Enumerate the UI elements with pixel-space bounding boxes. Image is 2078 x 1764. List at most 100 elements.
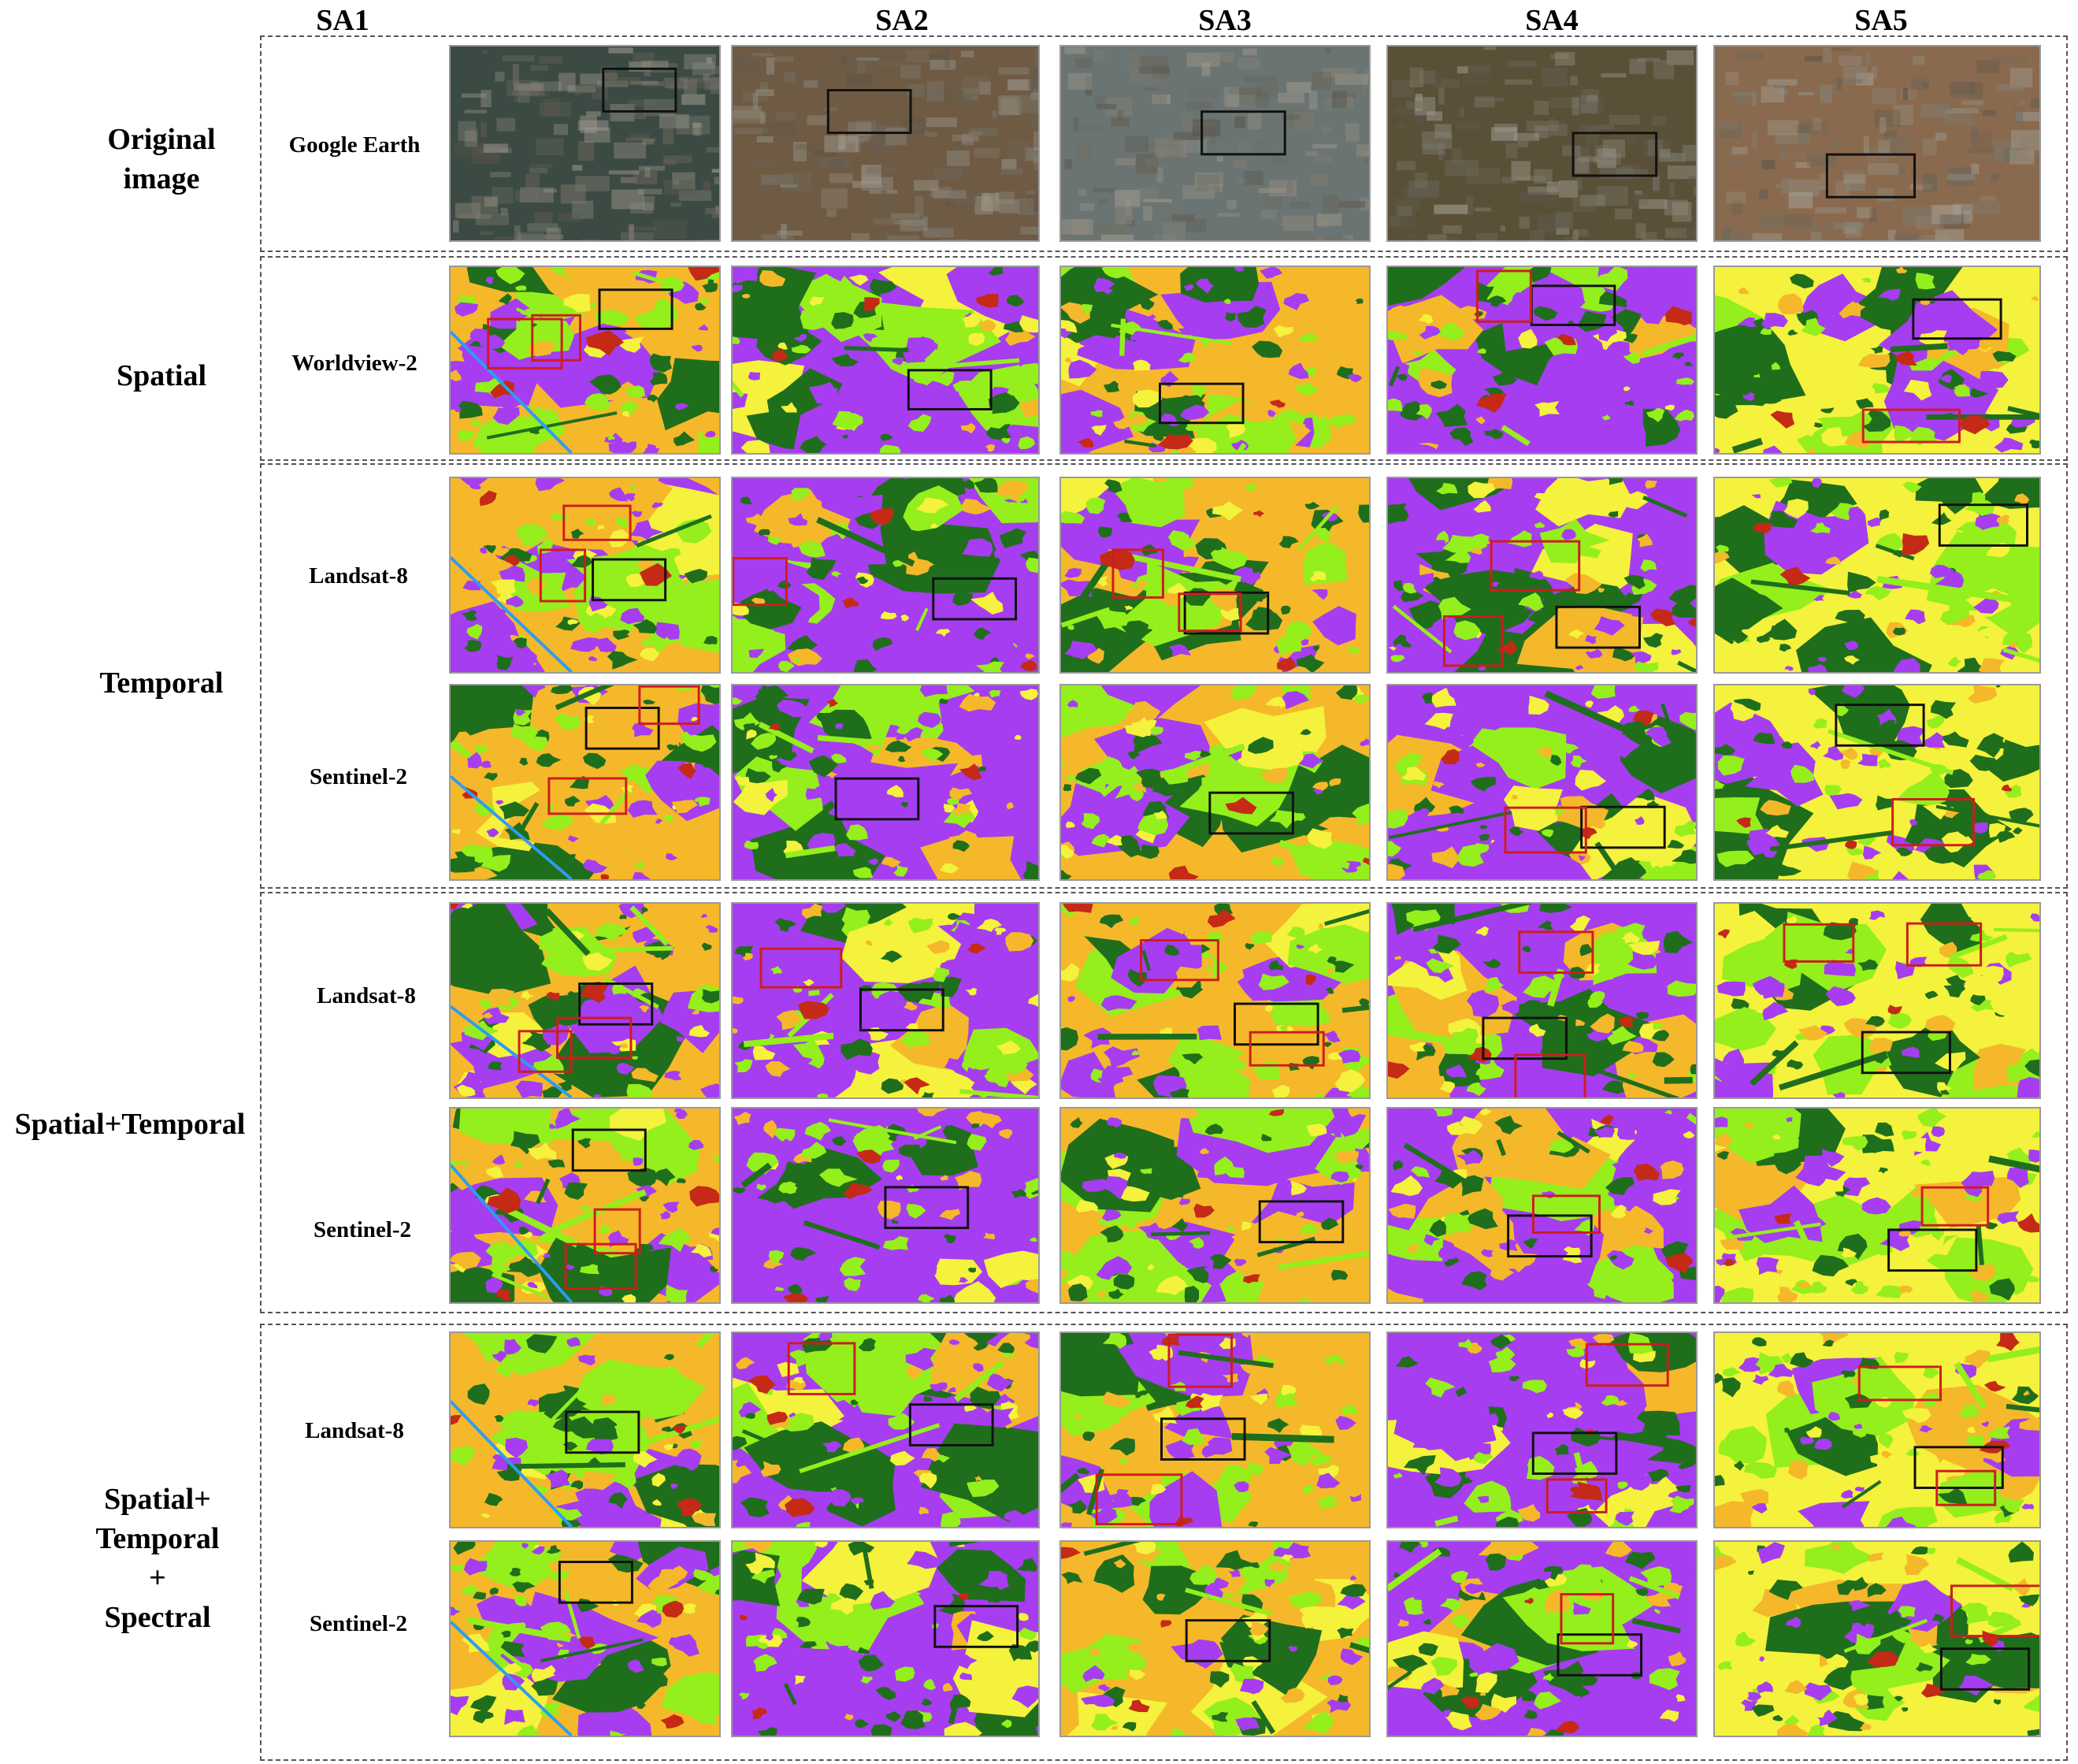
landcover-fragment	[545, 1608, 566, 1620]
field-parcel	[1434, 204, 1468, 214]
landcover-fragment	[1646, 1590, 1672, 1607]
landcover-fragment	[1185, 422, 1197, 431]
landcover-fragment	[496, 655, 514, 670]
field-parcel	[1949, 94, 1971, 98]
landcover-fragment	[676, 1035, 686, 1042]
field-parcel	[1434, 124, 1452, 139]
builtup-patch	[662, 1600, 685, 1618]
landcover-patch	[1764, 1601, 1910, 1672]
landcover-fragment	[1449, 427, 1474, 446]
builtup-patch	[1305, 975, 1317, 986]
field-parcel	[1572, 196, 1597, 213]
landcover-fragment	[781, 402, 797, 413]
field-parcel	[1033, 49, 1038, 67]
field-parcel	[711, 169, 719, 173]
landcover-fragment	[1475, 700, 1494, 714]
field-parcel	[1018, 198, 1034, 216]
landcover-fragment	[796, 1617, 811, 1628]
landcover-fragment	[781, 1413, 815, 1432]
landcover-fragment	[699, 1386, 719, 1406]
linear-feature	[1012, 643, 1018, 648]
landcover-fragment	[492, 407, 520, 425]
field-parcel	[662, 159, 676, 165]
landcover-fragment	[1799, 1436, 1815, 1445]
landcover-fragment	[2009, 1420, 2022, 1429]
field-parcel	[2009, 68, 2033, 87]
field-parcel	[1894, 233, 1924, 240]
landcover-fragment	[509, 1568, 521, 1576]
builtup-patch	[826, 699, 839, 707]
landcover-fragment	[1752, 1374, 1769, 1385]
builtup-patch	[1276, 657, 1296, 671]
landcover-fragment	[523, 1612, 540, 1627]
landcover-fragment	[1870, 345, 1883, 354]
landcover-fragment	[1068, 1283, 1088, 1302]
landcover-fragment	[513, 637, 527, 649]
field-parcel	[952, 134, 979, 142]
landcover-fragment	[495, 267, 525, 284]
builtup-patch	[1020, 659, 1037, 671]
field-parcel	[630, 133, 650, 140]
landcover-fragment	[895, 735, 905, 741]
highlight-box-black	[1571, 132, 1658, 177]
landcover-fragment	[1861, 277, 1871, 284]
field-parcel	[931, 85, 953, 102]
field-parcel	[536, 138, 564, 156]
landcover-fragment	[1432, 934, 1461, 954]
landcover-fragment	[1330, 414, 1358, 429]
builtup-patch	[1268, 1109, 1284, 1116]
field-parcel	[715, 206, 719, 215]
linear-feature	[563, 1590, 581, 1640]
landcover-fragment	[858, 1495, 886, 1515]
landcover-fragment	[1562, 1228, 1578, 1239]
landcover-fragment	[1642, 633, 1664, 648]
field-parcel	[1064, 159, 1072, 169]
landcover-fragment	[484, 772, 498, 782]
linear-feature	[1544, 690, 1653, 745]
landcover-fragment	[746, 1152, 779, 1175]
landcover-fragment	[547, 1560, 569, 1573]
landcover-fragment	[1400, 641, 1412, 648]
field-parcel	[734, 128, 769, 135]
landcover-patch	[1646, 1437, 1696, 1465]
field-parcel	[1312, 143, 1338, 149]
landcover-fragment	[1393, 752, 1423, 774]
landcover-fragment	[1178, 661, 1204, 672]
landcover-fragment	[1312, 789, 1324, 795]
landcover-fragment	[880, 950, 903, 963]
field-parcel	[1823, 46, 1832, 63]
group-box-spatial-temporal	[260, 892, 2068, 1313]
landcover-fragment	[1247, 737, 1274, 754]
landcover-fragment	[1388, 809, 1408, 829]
landcover-fragment	[831, 312, 854, 329]
linear-feature	[1231, 1432, 1334, 1443]
landcover-fragment	[451, 1186, 472, 1202]
landcover-fragment	[941, 716, 954, 724]
builtup-patch	[1253, 510, 1265, 518]
highlight-box-red	[562, 504, 632, 541]
landcover-fragment	[1809, 394, 1838, 410]
landcover-fragment	[1437, 717, 1451, 728]
field-parcel	[1693, 222, 1696, 237]
field-parcel	[1186, 102, 1212, 110]
landcover-fragment	[1934, 570, 1965, 590]
field-parcel	[684, 54, 716, 69]
landcover-patch	[555, 1476, 662, 1527]
landcover-fragment	[1760, 800, 1791, 816]
landcover-fragment	[808, 382, 838, 404]
linear-feature	[1677, 660, 1696, 672]
landcover-fragment	[911, 1610, 926, 1619]
landcover-fragment	[631, 1256, 655, 1270]
landcover-fragment	[879, 444, 901, 453]
linear-feature	[495, 1644, 529, 1672]
landcover-fragment	[1466, 993, 1500, 1018]
landcover-fragment	[1484, 429, 1504, 440]
field-parcel	[922, 217, 928, 232]
landcover-fragment	[1283, 292, 1310, 310]
landcover-fragment	[1715, 447, 1720, 453]
classification-map	[451, 1109, 719, 1302]
field-parcel	[1615, 169, 1649, 178]
landcover-fragment	[1416, 404, 1432, 420]
landcover-fragment	[1456, 685, 1490, 703]
landcover-fragment	[1219, 1464, 1253, 1483]
